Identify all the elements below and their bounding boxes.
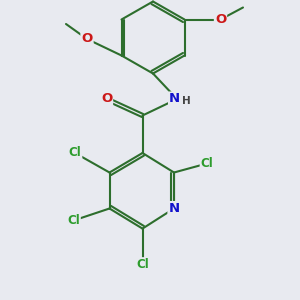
Text: N: N	[168, 202, 180, 215]
Text: Cl: Cl	[69, 146, 81, 160]
Text: Cl: Cl	[201, 157, 213, 170]
Text: O: O	[215, 13, 226, 26]
Text: H: H	[182, 96, 191, 106]
Text: N: N	[169, 92, 180, 106]
Text: O: O	[81, 32, 93, 46]
Text: O: O	[101, 92, 112, 106]
Text: Cl: Cl	[67, 214, 80, 227]
Text: Cl: Cl	[136, 258, 149, 271]
